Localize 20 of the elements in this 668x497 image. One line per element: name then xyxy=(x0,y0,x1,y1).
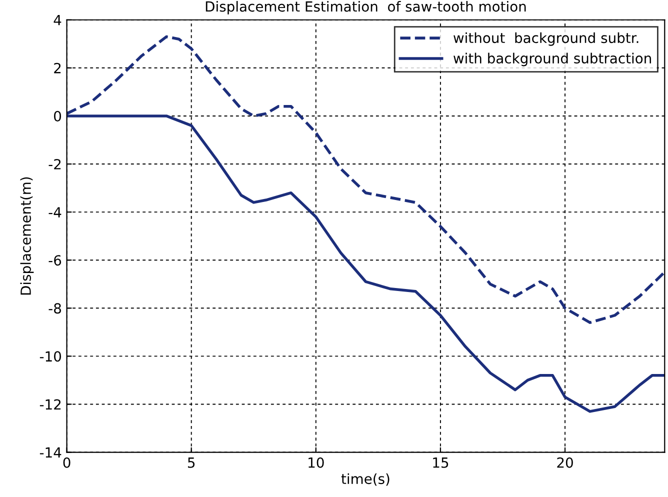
y-tick-label: -6 xyxy=(48,255,62,266)
legend-label: with background subtraction xyxy=(454,52,651,66)
x-tick-label: 10 xyxy=(308,457,324,468)
x-tick-label: 20 xyxy=(557,457,573,468)
y-tick-label: 0 xyxy=(54,110,62,122)
y-tick-label: 2 xyxy=(54,62,61,74)
y-tick-label: -4 xyxy=(48,207,62,218)
y-tick-label: 4 xyxy=(54,15,62,26)
y-tick-label: -2 xyxy=(48,158,61,170)
y-tick-label: -14 xyxy=(40,447,62,458)
y-tick-label: -12 xyxy=(40,399,61,410)
x-tick-label: 0 xyxy=(63,457,70,468)
chart-title: Displacement Estimation of saw-tooth motion xyxy=(206,0,526,14)
y-tick-label: -8 xyxy=(48,303,61,314)
y-tick-label: -10 xyxy=(40,351,62,362)
x-tick-label: 5 xyxy=(188,458,195,468)
y-axis-title: Displacement(m) xyxy=(20,177,34,295)
legend-label: without background subtr. xyxy=(454,32,638,46)
x-tick-label: 15 xyxy=(433,458,448,468)
x-axis-title: time(s) xyxy=(341,473,390,486)
